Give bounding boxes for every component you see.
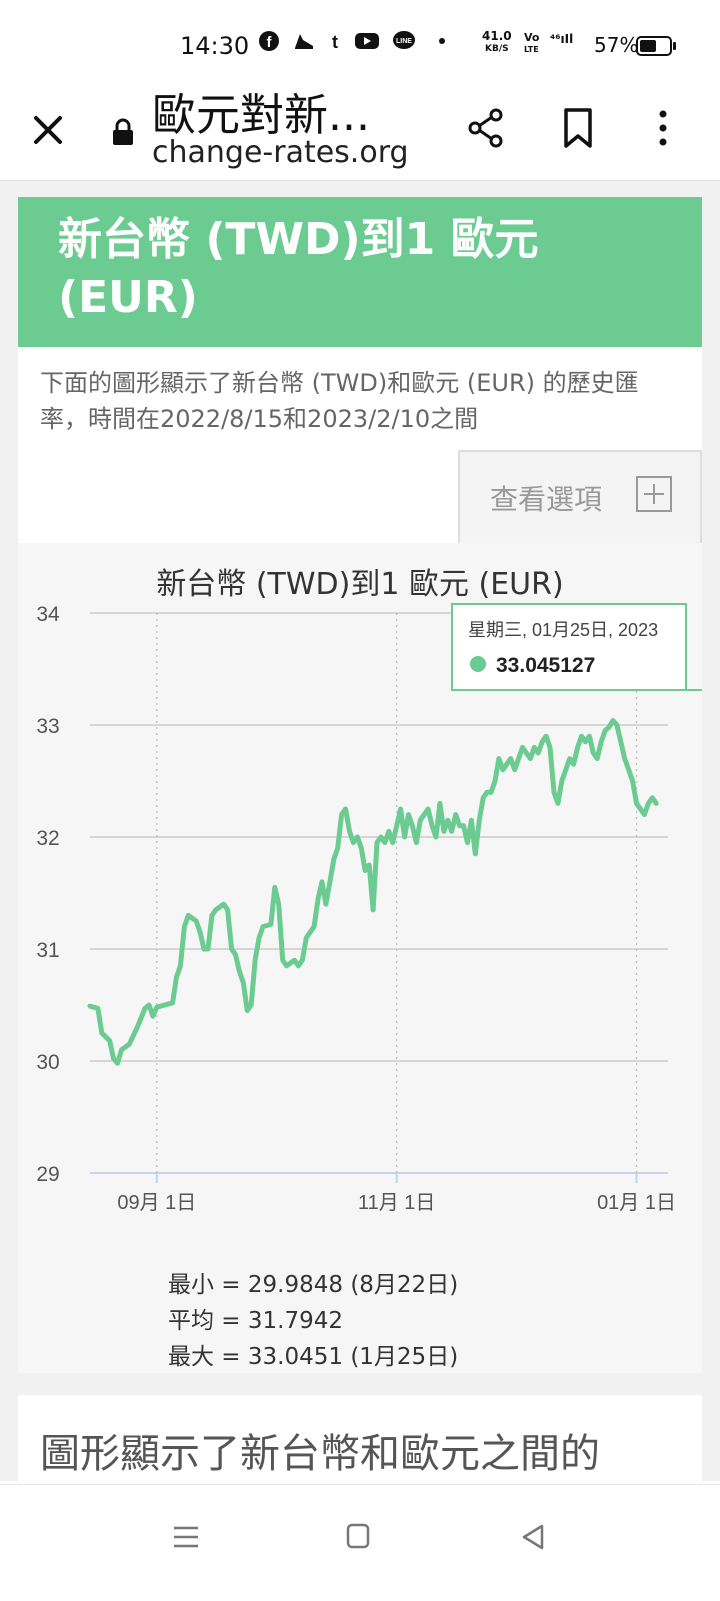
shoe-icon [295,34,313,49]
header-banner: 新台幣 (TWD)到1 歐元 (EUR) [18,197,702,347]
battery-icon [636,36,676,56]
page-url[interactable]: change-rates.org [152,135,409,170]
view-options-button[interactable]: 查看選項 [458,450,702,543]
svg-text:f: f [267,34,273,51]
recents-menu-icon[interactable] [172,1525,200,1549]
stat-max: 最大 = 33.0451 (1月25日) [168,1344,459,1370]
bottom-text-card: 圖形顯示了新台幣和歐元之間的 [18,1395,702,1495]
stats-summary: 最小 = 29.9848 (8月22日) 平均 = 31.7942 最大 = 3… [168,1267,458,1375]
stat-min: 最小 = 29.9848 (8月22日) [168,1272,459,1298]
bookmark-icon[interactable] [560,106,596,150]
series-line [87,718,659,1066]
close-icon[interactable] [26,108,70,152]
tooltip: 星期三, 01月25日, 2023 33.045127 [451,603,702,691]
browser-toolbar: 歐元對新... change-rates.org [0,90,720,181]
tooltip-marker [470,655,486,672]
home-square-icon[interactable] [346,1523,370,1549]
back-triangle-icon[interactable] [520,1523,546,1551]
lock-icon [113,118,133,145]
tooltip-value: 33.045127 [496,654,595,677]
network-speed: 41.0 KB/S [482,30,512,56]
facebook-icon: f [259,31,279,51]
tooltip-box [451,603,702,691]
y-tick-label: 34 [36,603,60,626]
description-text: 下面的圖形顯示了新台幣 (TWD)和歐元 (EUR) 的歷史匯率，時間在2022… [40,369,639,433]
status-time: 14:30 [180,32,250,60]
youtube-icon [355,33,379,49]
status-bar: 14:30 f t LINE 41.0 KB/S Vo LTE ⁴⁶ıIl 57… [0,0,720,90]
exchange-rate-chart[interactable]: 29 30 31 32 33 34 09月 1日 11月 1日 01月 1日 星期三, 01月25… [18,603,702,1323]
svg-text:LINE: LINE [396,38,412,45]
chart-title: 新台幣 (TWD)到1 歐元 (EUR) [156,567,564,602]
navigation-bar [0,1484,720,1601]
battery-level [640,40,656,52]
volte-indicator: Vo LTE [524,32,539,56]
share-icon[interactable] [466,106,506,150]
y-tick-label: 29 [36,1163,59,1186]
volte-top: Vo [524,31,540,44]
plus-icon [636,476,672,512]
bottom-text: 圖形顯示了新台幣和歐元之間的 [40,1431,600,1477]
network-speed-unit: KB/S [485,44,509,54]
line-icon: LINE [393,31,415,49]
signal-icon: ⁴⁶ıIl [550,32,574,46]
page-title[interactable]: 歐元對新... [152,90,370,141]
stat-average: 平均 = 31.7942 [168,1308,344,1334]
description-card: 下面的圖形顯示了新台幣 (TWD)和歐元 (EUR) 的歷史匯率，時間在2022… [18,347,702,543]
dot-icon [439,38,445,44]
network-speed-value: 41.0 [482,29,512,43]
status-icons: f t LINE [258,30,448,52]
more-options-icon[interactable] [648,106,678,150]
banner-heading: 新台幣 (TWD)到1 歐元 (EUR) [58,214,539,323]
x-tick-label: 11月 1日 [358,1192,435,1214]
y-tick-label: 31 [36,939,59,962]
x-tick-label: 01月 1日 [597,1192,676,1214]
y-tick-label: 30 [36,1051,59,1074]
y-tick-label: 33 [36,715,59,738]
volte-bottom: LTE [524,45,539,54]
view-options-label: 查看選項 [490,483,603,516]
y-tick-label: 32 [36,827,59,850]
tooltip-date: 星期三, 01月25日, 2023 [468,620,658,640]
tumblr-icon: t [332,32,338,52]
x-tick-label: 09月 1日 [117,1192,196,1214]
battery-percent: 57% [594,33,639,57]
chart-container: 新台幣 (TWD)到1 歐元 (EUR) 29 30 31 32 33 34 09月 1日 1… [18,543,702,1373]
svg-text:t: t [332,32,338,52]
page-content: 新台幣 (TWD)到1 歐元 (EUR) 下面的圖形顯示了新台幣 (TWD)和歐… [0,181,720,1495]
